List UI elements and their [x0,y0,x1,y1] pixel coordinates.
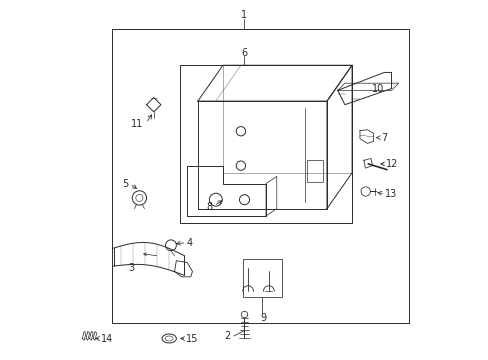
Text: 3: 3 [128,263,134,273]
Text: 8: 8 [205,202,212,212]
Text: 1: 1 [241,10,247,20]
Bar [306,160,323,182]
Text: 13: 13 [384,189,397,199]
Text: 10: 10 [371,84,383,94]
Text: 9: 9 [260,313,266,323]
Bar [112,30,408,323]
Text: 7: 7 [380,133,386,143]
Bar [180,65,351,223]
Text: 4: 4 [186,238,192,248]
Bar [242,259,282,297]
Text: 6: 6 [241,48,247,58]
Text: 2: 2 [224,331,230,341]
Text: 5: 5 [122,179,128,189]
Text: 11: 11 [131,120,143,129]
Text: 15: 15 [186,333,199,343]
Text: 14: 14 [101,333,113,343]
Text: 12: 12 [386,159,398,169]
